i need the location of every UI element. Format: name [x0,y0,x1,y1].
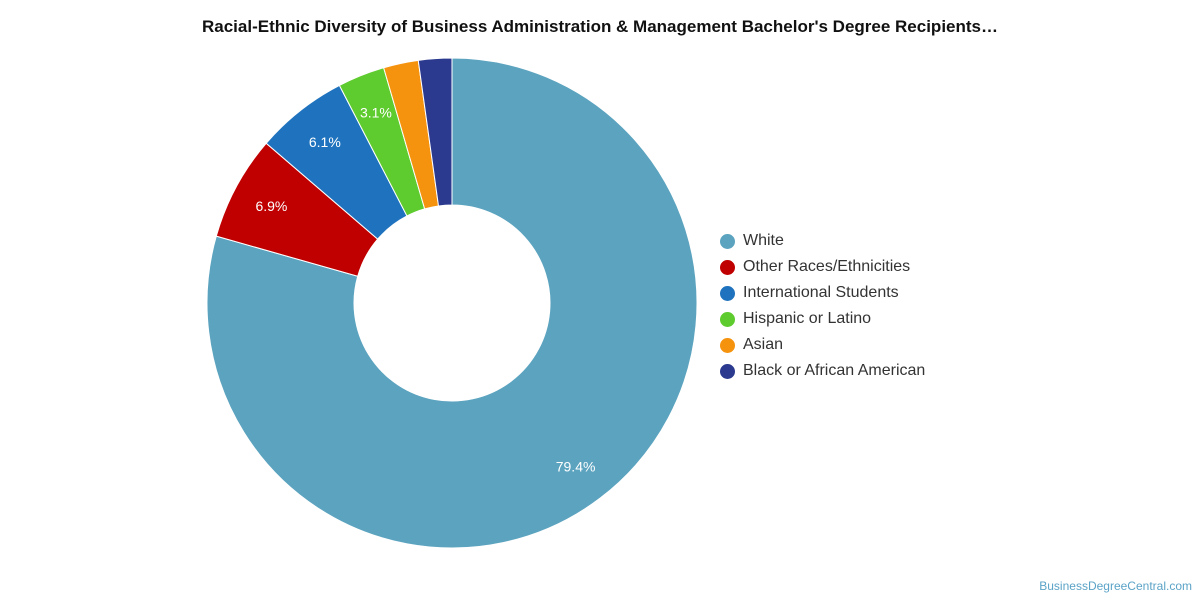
legend-marker [720,337,735,353]
legend-label: Black or African American [743,362,926,379]
legend-marker [720,311,735,327]
legend-item-asian[interactable]: Asian [720,332,925,358]
legend-item-other-races-ethnicities[interactable]: Other Races/Ethnicities [720,254,925,280]
slice-label-hispanic-or-latino: 3.1% [360,105,392,121]
slice-labels-group: 79.4% 6.9% 6.1% 3.1% [255,105,595,475]
credit-link[interactable]: BusinessDegreeCentral.com [1039,579,1192,593]
legend: White Other Races/Ethnicities Internationa… [720,228,925,384]
legend-label: International Students [743,284,899,301]
legend-marker [720,259,735,275]
legend-item-hispanic-or-latino[interactable]: Hispanic or Latino [720,306,925,332]
slice-white[interactable] [206,57,698,549]
legend-label: Hispanic or Latino [743,310,872,327]
legend-label: Asian [743,336,784,353]
legend-marker [720,233,735,249]
legend-label: White [743,232,784,249]
slice-label-international-students: 6.1% [309,134,341,150]
slice-black-or-african-american[interactable] [417,57,453,207]
slice-label-other-races-ethnicities: 6.9% [255,198,287,214]
legend-item-black-or-african-american[interactable]: Black or African American [720,358,925,384]
slices-group [206,57,698,549]
legend-item-international-students[interactable]: International Students [720,280,925,306]
chart-title: Racial-Ethnic Diversity of Business Admi… [201,17,998,36]
legend-marker [720,363,735,379]
legend-item-white[interactable]: White [720,228,925,254]
legend-label: Other Races/Ethnicities [743,258,911,275]
legend-marker [720,285,735,301]
slice-label-white: 79.4% [556,459,596,475]
